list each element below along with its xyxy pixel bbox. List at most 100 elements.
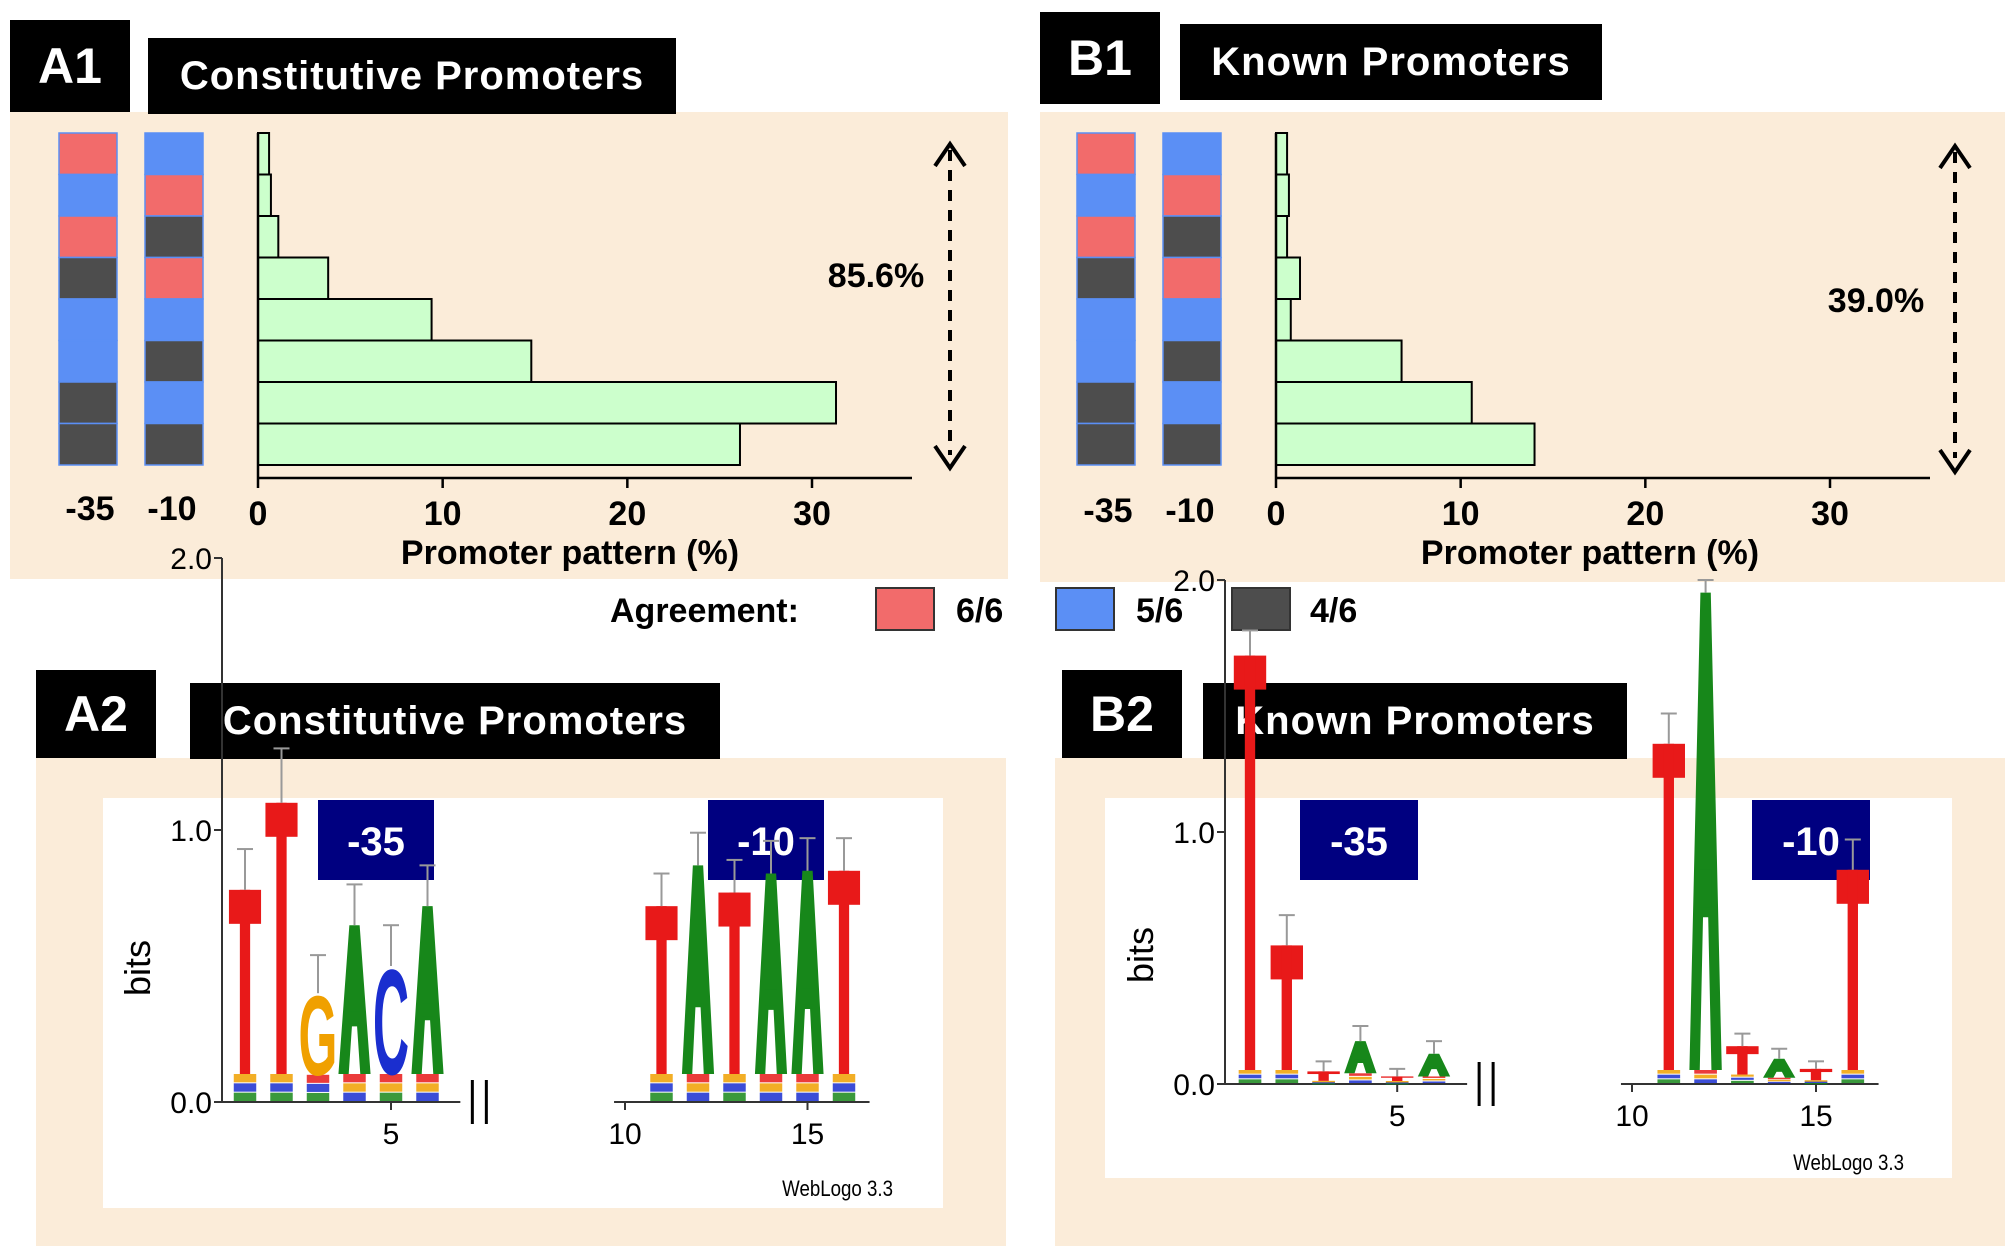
a2-pos-1-minor-C xyxy=(233,1083,257,1092)
b2-y-tick-label-1: 1.0 xyxy=(1173,817,1215,850)
a1-box-10-row-3 xyxy=(144,215,204,259)
b1-bar-row-2 xyxy=(1275,173,1290,217)
a2-pos-5-minor-A xyxy=(379,1092,403,1101)
b2-pos-15-minor-G xyxy=(1804,1080,1828,1082)
panel-b2-logo: -35 -10 0.0 1.0 2.0 5 10 15 bits WebLogo 3.3 xyxy=(1105,565,1952,1178)
b2-box-10-label: -10 xyxy=(1782,820,1840,864)
a2-pos-3-minor-C xyxy=(306,1083,330,1092)
b2-x-tick-label-2: 15 xyxy=(1799,1100,1832,1133)
a2-pos-3-minor-T xyxy=(306,1074,330,1083)
b2-webLogo-watermark: WebLogo 3.3 xyxy=(1793,1152,1904,1176)
a2-pos-12-minor-C xyxy=(686,1092,710,1101)
a2-pos-6-letter-A xyxy=(411,906,444,1074)
b2-pos-14-letter-A xyxy=(1763,1058,1796,1078)
b2-pos-6-letter-A xyxy=(1417,1053,1451,1077)
b1-box-10-row-2 xyxy=(1162,173,1222,217)
a1-box-35-row-3 xyxy=(58,215,118,259)
b1-pattern-boxes xyxy=(1076,132,1222,466)
agreement-legend: Agreement: 6/6 5/6 4/6 xyxy=(610,587,1357,631)
b1-box-10-row-8 xyxy=(1162,422,1222,466)
b1-percent-annotation: 39.0% xyxy=(1828,282,1924,320)
a2-x-tick-label-1: 10 xyxy=(608,1118,641,1151)
b2-pos-6-minor-T xyxy=(1422,1076,1446,1078)
a2-pos-2-minor-G xyxy=(270,1074,293,1083)
b2-box-35 xyxy=(1300,800,1418,880)
panel-a1-chart: 0 10 20 30 -35 -10 Promoter pattern (%) 85.… xyxy=(58,132,967,572)
b2-logo-stacks xyxy=(1233,579,1869,1085)
a1-x-tick-label-3: 30 xyxy=(793,495,831,533)
b2-pos-12-minor-T xyxy=(1694,1070,1717,1074)
panel-b2-label: B2 xyxy=(1062,670,1182,758)
a2-pos-14-letter-A xyxy=(754,873,788,1074)
b2-y-axis-label: bits xyxy=(1120,927,1161,983)
a1-pattern-boxes xyxy=(58,132,204,466)
b1-box-10-row-4 xyxy=(1162,256,1222,300)
b1-box-35-row-8 xyxy=(1076,422,1136,466)
panel-b1-label: B1 xyxy=(1040,12,1160,104)
a1-box-35-row-4 xyxy=(58,256,118,300)
b2-pos-1-minor-A xyxy=(1238,1079,1262,1083)
b2-pos-11-minor-C xyxy=(1657,1074,1681,1079)
b1-bar-row-3 xyxy=(1275,215,1289,259)
b2-pos-3-minor-C xyxy=(1312,1081,1335,1084)
svg-text:G: G xyxy=(299,973,338,1100)
legend-title: Agreement: xyxy=(610,592,799,630)
b2-pos-15-minor-C xyxy=(1804,1081,1828,1083)
a2-pos-16-minor-G xyxy=(832,1074,856,1083)
a2-pos-5-minor-G xyxy=(379,1083,403,1092)
a1-box-35-row-8 xyxy=(58,422,118,466)
a1-x-ticks: 0 10 20 30 xyxy=(249,478,831,533)
a2-pos-14-minor-T xyxy=(759,1074,783,1083)
b1-bar-row-4 xyxy=(1275,256,1302,300)
b1-x-tick-label-3: 30 xyxy=(1811,495,1849,533)
b1-bar-row-1 xyxy=(1275,132,1289,176)
b2-pos-14-minor-G xyxy=(1767,1079,1791,1082)
a2-pos-6-minor-T xyxy=(416,1074,439,1083)
a2-pos-5-letter-C: C xyxy=(373,938,409,1106)
b2-pos-5-minor-A xyxy=(1385,1083,1409,1085)
b2-pos-13-minor-A xyxy=(1731,1080,1754,1083)
b2-pos-2-minor-G xyxy=(1275,1070,1299,1074)
a1-box-35-row-1 xyxy=(58,132,118,176)
b2-box-35-label: -35 xyxy=(1330,820,1388,864)
b1-bar-row-8 xyxy=(1275,422,1536,466)
b2-pos-14-minor-C xyxy=(1767,1081,1791,1084)
b1-box-35-row-6 xyxy=(1076,339,1136,383)
b2-logo-axes: 0.0 1.0 2.0 5 10 15 xyxy=(1173,565,1879,1133)
a1-box-10-row-2 xyxy=(144,173,204,217)
b2-pos-5-letter-T xyxy=(1381,1076,1414,1081)
b2-pos-13-minor-C xyxy=(1731,1077,1754,1080)
b1-box-35-row-3 xyxy=(1076,215,1136,259)
a2-y-axis-label: bits xyxy=(117,940,158,996)
b2-pos-16-minor-C xyxy=(1841,1074,1865,1079)
b2-pos-15-minor-A xyxy=(1804,1082,1828,1085)
b2-pos-3-minor-A xyxy=(1312,1082,1335,1085)
a2-pos-13-minor-G xyxy=(723,1074,746,1083)
a1-bar-row-1 xyxy=(257,132,271,176)
b2-pos-1-minor-C xyxy=(1238,1074,1262,1079)
a1-bar-row-4 xyxy=(257,256,330,300)
a1-bar-row-8 xyxy=(257,422,741,466)
a2-pos-2-minor-C xyxy=(270,1083,293,1092)
b1-box-10-row-3 xyxy=(1162,215,1222,259)
b1-box-35-row-2 xyxy=(1076,173,1136,217)
a2-pos-5-minor-T xyxy=(379,1074,403,1083)
legend-swatch-4of6 xyxy=(1231,587,1291,631)
legend-swatch-6of6 xyxy=(875,587,935,631)
legend-label-4of6: 4/6 xyxy=(1310,592,1357,630)
b2-pos-2-minor-C xyxy=(1275,1074,1299,1079)
a1-col-label-35: -35 xyxy=(65,490,114,528)
a2-pos-1-minor-G xyxy=(233,1074,257,1083)
a1-percent-annotation: 85.6% xyxy=(828,257,924,295)
b2-pos-3-letter-T xyxy=(1307,1071,1340,1081)
a2-pos-11-minor-C xyxy=(650,1083,673,1092)
a2-pos-14-minor-C xyxy=(759,1092,783,1101)
a2-pos-2-minor-A xyxy=(270,1092,293,1101)
a1-bar-row-6 xyxy=(257,339,533,383)
a2-logo-axes: 0.0 1.0 2.0 5 10 15 xyxy=(170,543,870,1151)
a2-x-tick-label-2: 15 xyxy=(791,1118,824,1151)
a2-pos-1-minor-A xyxy=(233,1092,257,1101)
a2-pos-3-letter-G: G xyxy=(299,973,338,1100)
b2-pos-2-letter-T xyxy=(1270,945,1303,1070)
